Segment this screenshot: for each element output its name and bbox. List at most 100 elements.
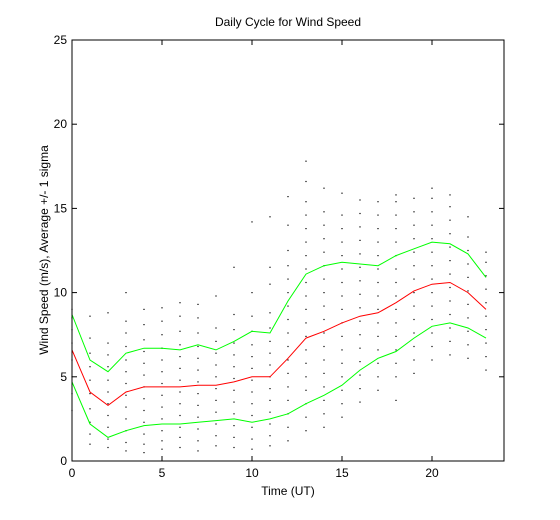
scatter-point [449, 246, 451, 248]
scatter-point [395, 201, 397, 203]
scatter-point [485, 356, 487, 358]
scatter-point [341, 268, 343, 270]
scatter-point [431, 278, 433, 280]
scatter-point [251, 221, 253, 223]
scatter-point [395, 335, 397, 337]
scatter-point [413, 332, 415, 334]
scatter-point [377, 322, 379, 324]
scatter-point [377, 268, 379, 270]
scatter-point [323, 318, 325, 321]
scatter-point [467, 276, 469, 278]
scatter-point [251, 426, 253, 428]
scatter-point [197, 369, 199, 371]
scatter-point [323, 238, 325, 240]
scatter-point [395, 281, 397, 284]
scatter-point [287, 318, 289, 321]
scatter-point [323, 305, 325, 307]
scatter-point [485, 329, 487, 331]
scatter-point [377, 295, 379, 297]
scatter-point [395, 268, 397, 270]
scatter-point [359, 253, 361, 255]
scatter-point [107, 414, 109, 417]
scatter-point [449, 194, 451, 196]
scatter-point [341, 241, 343, 243]
scatter-point [269, 445, 271, 447]
scatter-point [323, 426, 325, 428]
scatter-point [125, 418, 127, 420]
scatter-point [413, 359, 415, 361]
scatter-point [485, 288, 487, 290]
scatter-point [467, 290, 469, 292]
scatter-point [341, 295, 343, 297]
scatter-point [125, 406, 127, 408]
scatter-point [161, 448, 163, 450]
scatter-point [305, 335, 307, 337]
scatter-point [359, 334, 361, 336]
scatter-point [89, 352, 91, 354]
scatter-point [395, 308, 397, 310]
scatter-point [341, 362, 343, 364]
scatter-point [107, 354, 109, 356]
x-tick-label: 0 [69, 466, 76, 480]
scatter-point [251, 414, 253, 417]
scatter-point [161, 406, 163, 408]
scatter-point [161, 371, 163, 373]
scatter-point [431, 345, 433, 348]
scatter-point [449, 206, 451, 208]
scatter-point [323, 399, 325, 401]
scatter-point [233, 313, 235, 316]
scatter-point [233, 377, 235, 380]
scatter-point [179, 414, 181, 417]
scatter-point [143, 362, 145, 364]
scatter-point [395, 228, 397, 230]
scatter-point [125, 359, 127, 361]
scatter-point [107, 342, 109, 344]
scatter-point [287, 332, 289, 334]
scatter-point [215, 388, 217, 390]
scatter-point [215, 411, 217, 413]
y-tick-label: 0 [60, 454, 67, 468]
scatter-point [395, 241, 397, 243]
scatter-point [143, 374, 145, 376]
scatter-point [233, 413, 235, 415]
scatter-point [323, 187, 325, 189]
scatter-point [377, 255, 379, 257]
scatter-point [413, 292, 415, 294]
scatter-point [449, 233, 451, 235]
scatter-point [89, 443, 91, 445]
scatter-point [233, 389, 235, 391]
scatter-point [161, 430, 163, 432]
scatter-point [467, 249, 469, 252]
scatter-point [305, 430, 307, 432]
scatter-point [287, 345, 289, 348]
scatter-point [395, 399, 397, 401]
scatter-point [215, 423, 217, 425]
scatter-point [215, 445, 217, 447]
scatter-point [395, 194, 397, 196]
scatter-point [323, 372, 325, 374]
series-line-mean-minus-sigma [71, 322, 487, 438]
scatter-point [485, 369, 487, 371]
scatter-point [251, 438, 253, 440]
scatter-point [323, 211, 325, 213]
scatter-point [89, 366, 91, 368]
scatter-point [305, 295, 307, 297]
scatter-point [431, 318, 433, 321]
scatter-point [125, 371, 127, 373]
scatter-point [305, 281, 307, 284]
scatter-point [251, 367, 253, 369]
scatter-point [359, 320, 361, 322]
scatter-point [89, 408, 91, 410]
chart-title: Daily Cycle for Wind Speed [215, 15, 361, 29]
scatter-point [197, 428, 199, 430]
scatter-point [233, 446, 235, 449]
scatter-point [287, 359, 289, 361]
scatter-point [431, 292, 433, 294]
scatter-point [269, 435, 271, 437]
scatter-point [377, 214, 379, 216]
scatter-point [107, 391, 109, 393]
x-tick-label: 5 [159, 466, 166, 480]
scatter-point [449, 327, 451, 329]
scatter-point [305, 214, 307, 216]
